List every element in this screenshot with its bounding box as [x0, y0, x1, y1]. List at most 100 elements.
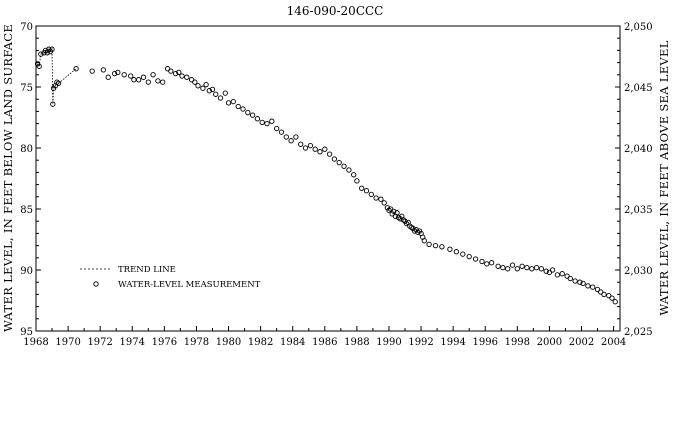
x-tick-label: 1992: [408, 337, 433, 348]
trend-line-series: [37, 47, 77, 105]
measurement-series: [34, 46, 618, 305]
data-point: [351, 172, 357, 178]
x-tick-label: 2002: [569, 337, 594, 348]
data-point: [577, 279, 583, 285]
data-point: [509, 262, 516, 268]
data-point: [567, 275, 573, 282]
data-point: [131, 77, 137, 83]
data-point: [179, 73, 185, 79]
data-point: [312, 146, 318, 152]
data-point: [140, 74, 147, 80]
data-point: [484, 261, 490, 267]
data-point: [460, 251, 466, 257]
x-tick-label: 2004: [601, 337, 626, 348]
data-point: [249, 112, 256, 118]
data-point: [368, 191, 374, 198]
data-point: [172, 70, 179, 77]
y-tick-label-left: 80: [20, 144, 33, 155]
x-tick-label: 1994: [440, 337, 465, 348]
data-point: [373, 195, 379, 201]
data-point: [524, 264, 530, 271]
y-axis-left: 70 75 80 85 90 95: [20, 22, 41, 338]
data-point: [580, 280, 586, 287]
data-point: [49, 46, 55, 52]
x-tick-label: 2000: [537, 337, 562, 348]
data-point: [381, 200, 387, 206]
x-tick-label: 1996: [473, 337, 498, 348]
data-point: [394, 210, 400, 216]
data-point: [259, 119, 265, 126]
x-tick-label: 1982: [248, 337, 273, 348]
data-point: [150, 72, 156, 78]
data-point: [363, 188, 370, 194]
data-point: [346, 167, 352, 173]
data-point: [55, 80, 62, 86]
data-point: [50, 101, 56, 107]
data-point: [136, 77, 142, 83]
data-point: [128, 73, 134, 79]
data-point: [519, 263, 525, 269]
data-point: [317, 149, 323, 155]
data-point: [100, 67, 107, 73]
data-point: [421, 238, 427, 244]
data-point: [200, 85, 206, 91]
data-point: [466, 253, 472, 260]
data-point: [209, 86, 216, 93]
data-point: [298, 141, 304, 147]
x-tick-label: 1980: [216, 337, 241, 348]
data-point: [203, 81, 209, 88]
data-point: [283, 134, 289, 140]
y-axis-label-right: WATER LEVEL, IN FEET ABOVE SEA LEVEL: [657, 40, 671, 315]
data-point: [453, 249, 460, 255]
y-tick-label-right: 2,040: [624, 144, 653, 155]
data-point: [505, 266, 511, 272]
data-point: [89, 68, 95, 74]
data-point: [472, 256, 479, 262]
y-tick-label-left: 75: [20, 83, 33, 94]
data-point: [38, 51, 44, 57]
data-point: [488, 260, 495, 266]
data-point: [302, 145, 309, 151]
data-point: [206, 88, 212, 94]
data-point: [572, 278, 578, 284]
data-point: [155, 78, 161, 84]
legend-trend-line-label: TREND LINE: [118, 265, 176, 275]
data-point: [354, 178, 360, 184]
y-axis-label-left: WATER LEVEL, IN FEET BELOW LAND SURFACE: [1, 24, 15, 332]
data-point: [549, 267, 556, 273]
data-point: [230, 98, 236, 105]
x-tick-label: 1988: [344, 337, 369, 348]
y-axis-right: 2,050 2,045 2,040 2,035 2,030 2,025: [615, 22, 653, 338]
data-point: [322, 146, 328, 152]
data-point: [585, 283, 591, 289]
data-point: [105, 74, 111, 80]
x-tick-label: 1968: [23, 337, 48, 348]
y-tick-label-right: 2,045: [624, 83, 653, 94]
data-point: [500, 264, 506, 271]
data-point: [195, 83, 201, 89]
data-point: [529, 266, 535, 272]
data-point: [479, 258, 485, 265]
y-tick-label-right: 2,025: [624, 327, 653, 338]
x-tick-label: 1986: [312, 337, 337, 348]
data-point: [378, 196, 384, 202]
data-point: [612, 299, 618, 305]
data-point: [145, 79, 151, 85]
data-point: [495, 263, 501, 269]
data-point: [225, 100, 232, 106]
y-tick-label-left: 70: [20, 22, 33, 33]
data-point: [288, 138, 294, 144]
data-point: [254, 116, 261, 122]
data-point: [245, 109, 251, 116]
data-point: [269, 118, 275, 124]
data-point: [606, 292, 612, 299]
legend: TREND LINE WATER-LEVEL MEASUREMENT: [80, 265, 261, 290]
x-tick-label: 1972: [87, 337, 112, 348]
y-tick-label-left: 85: [20, 205, 33, 216]
data-point: [160, 79, 166, 85]
data-point: [341, 163, 347, 169]
data-point: [235, 103, 241, 110]
x-tick-label: 1998: [505, 337, 530, 348]
y-tick-label-left: 95: [20, 327, 33, 338]
data-point: [533, 264, 540, 271]
